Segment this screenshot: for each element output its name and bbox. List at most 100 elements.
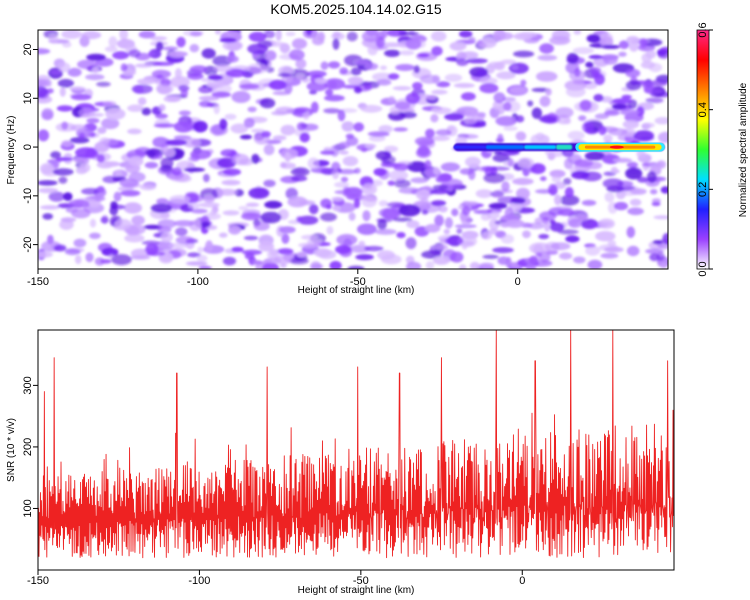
noise-blob xyxy=(645,97,664,104)
noise-blob xyxy=(500,221,511,228)
noise-blob xyxy=(604,110,620,116)
noise-blob xyxy=(495,138,505,143)
noise-blob xyxy=(56,105,73,112)
noise-blob xyxy=(114,218,132,230)
noise-blob xyxy=(155,153,163,160)
noise-blob xyxy=(300,234,318,240)
noise-blob xyxy=(344,186,363,198)
snr-x-tick-label: -100 xyxy=(188,575,210,587)
noise-blob xyxy=(320,150,335,155)
noise-blob xyxy=(563,118,572,125)
noise-blob xyxy=(367,131,390,137)
noise-blob xyxy=(197,246,204,253)
noise-blob xyxy=(495,116,517,127)
noise-blob xyxy=(273,255,292,265)
noise-blob xyxy=(468,163,480,169)
noise-blob xyxy=(308,204,319,215)
noise-blob xyxy=(38,79,52,86)
noise-blob xyxy=(653,215,668,220)
noise-blob xyxy=(333,202,356,213)
noise-blob xyxy=(378,200,389,207)
noise-blob xyxy=(248,31,267,42)
noise-blob xyxy=(358,240,366,247)
noise-blob xyxy=(264,30,276,39)
noise-blob xyxy=(97,185,105,193)
noise-blob xyxy=(380,65,387,71)
noise-blob xyxy=(600,252,619,259)
noise-blob xyxy=(178,85,190,92)
noise-blob xyxy=(350,67,362,76)
noise-blob xyxy=(126,149,146,160)
noise-blob xyxy=(387,73,400,80)
noise-blob xyxy=(601,44,620,49)
noise-blob xyxy=(130,248,150,259)
noise-blob xyxy=(431,46,443,56)
noise-blob xyxy=(451,208,459,217)
noise-blob xyxy=(573,30,582,35)
noise-blob xyxy=(364,245,384,252)
noise-blob xyxy=(284,151,291,162)
noise-blob xyxy=(579,99,592,111)
noise-blob xyxy=(450,251,464,263)
noise-blob xyxy=(163,147,176,158)
noise-blob xyxy=(290,167,310,177)
noise-blob xyxy=(625,167,643,180)
heatmap-x-tick-label: -150 xyxy=(27,276,49,288)
noise-blob xyxy=(244,252,255,260)
noise-blob xyxy=(299,132,310,143)
snr-y-tick-label: 300 xyxy=(22,376,34,394)
noise-blob xyxy=(243,235,259,241)
noise-blob xyxy=(291,38,308,50)
noise-blob xyxy=(657,131,668,143)
noise-blob xyxy=(320,61,329,70)
noise-blob xyxy=(364,62,379,70)
noise-blob xyxy=(387,180,395,186)
noise-blob xyxy=(78,132,85,140)
noise-blob xyxy=(213,64,233,73)
noise-blob xyxy=(323,108,341,114)
noise-blob xyxy=(425,128,435,139)
noise-blob xyxy=(444,113,465,121)
noise-blob xyxy=(331,32,345,40)
snr-x-tick-label: -50 xyxy=(353,575,369,587)
colorbar-tick-label: 0.6 xyxy=(697,22,709,37)
noise-blob xyxy=(527,222,545,230)
noise-blob xyxy=(386,202,405,208)
noise-blob xyxy=(544,221,551,232)
noise-blob xyxy=(361,30,380,43)
noise-blob xyxy=(198,265,212,269)
noise-blob xyxy=(654,117,668,125)
noise-blob xyxy=(268,41,286,47)
noise-blob xyxy=(622,120,640,129)
noise-blob xyxy=(61,121,69,130)
noise-blob xyxy=(144,161,159,169)
noise-blob xyxy=(187,252,201,258)
signal-track xyxy=(453,142,665,152)
snr-x-label: Height of straight line (km) xyxy=(298,585,415,596)
snr-x-tick-label: -150 xyxy=(27,575,49,587)
noise-blob xyxy=(230,123,249,134)
noise-blob xyxy=(70,124,87,132)
noise-blob xyxy=(297,215,319,225)
noise-blob xyxy=(557,208,575,216)
noise-blob xyxy=(456,51,467,62)
noise-blob xyxy=(156,84,172,94)
colorbar-label: Normalized spectral amplitude xyxy=(738,82,749,217)
noise-blob xyxy=(581,171,602,182)
noise-blob xyxy=(505,219,525,229)
noise-blob xyxy=(538,115,558,123)
noise-blob xyxy=(651,198,661,204)
noise-blob xyxy=(198,202,220,208)
noise-blob xyxy=(464,201,479,206)
noise-blob xyxy=(424,223,441,233)
noise-blob xyxy=(626,36,640,44)
noise-blob xyxy=(479,83,499,94)
colorbar-strip xyxy=(696,29,710,270)
noise-blob xyxy=(417,53,430,58)
noise-blob xyxy=(633,130,655,142)
snr-y-label: SNR (10 * v/v) xyxy=(6,418,17,482)
noise-blob xyxy=(251,128,265,133)
noise-blob xyxy=(302,111,310,120)
noise-blob xyxy=(83,202,90,208)
noise-blob xyxy=(201,221,211,228)
